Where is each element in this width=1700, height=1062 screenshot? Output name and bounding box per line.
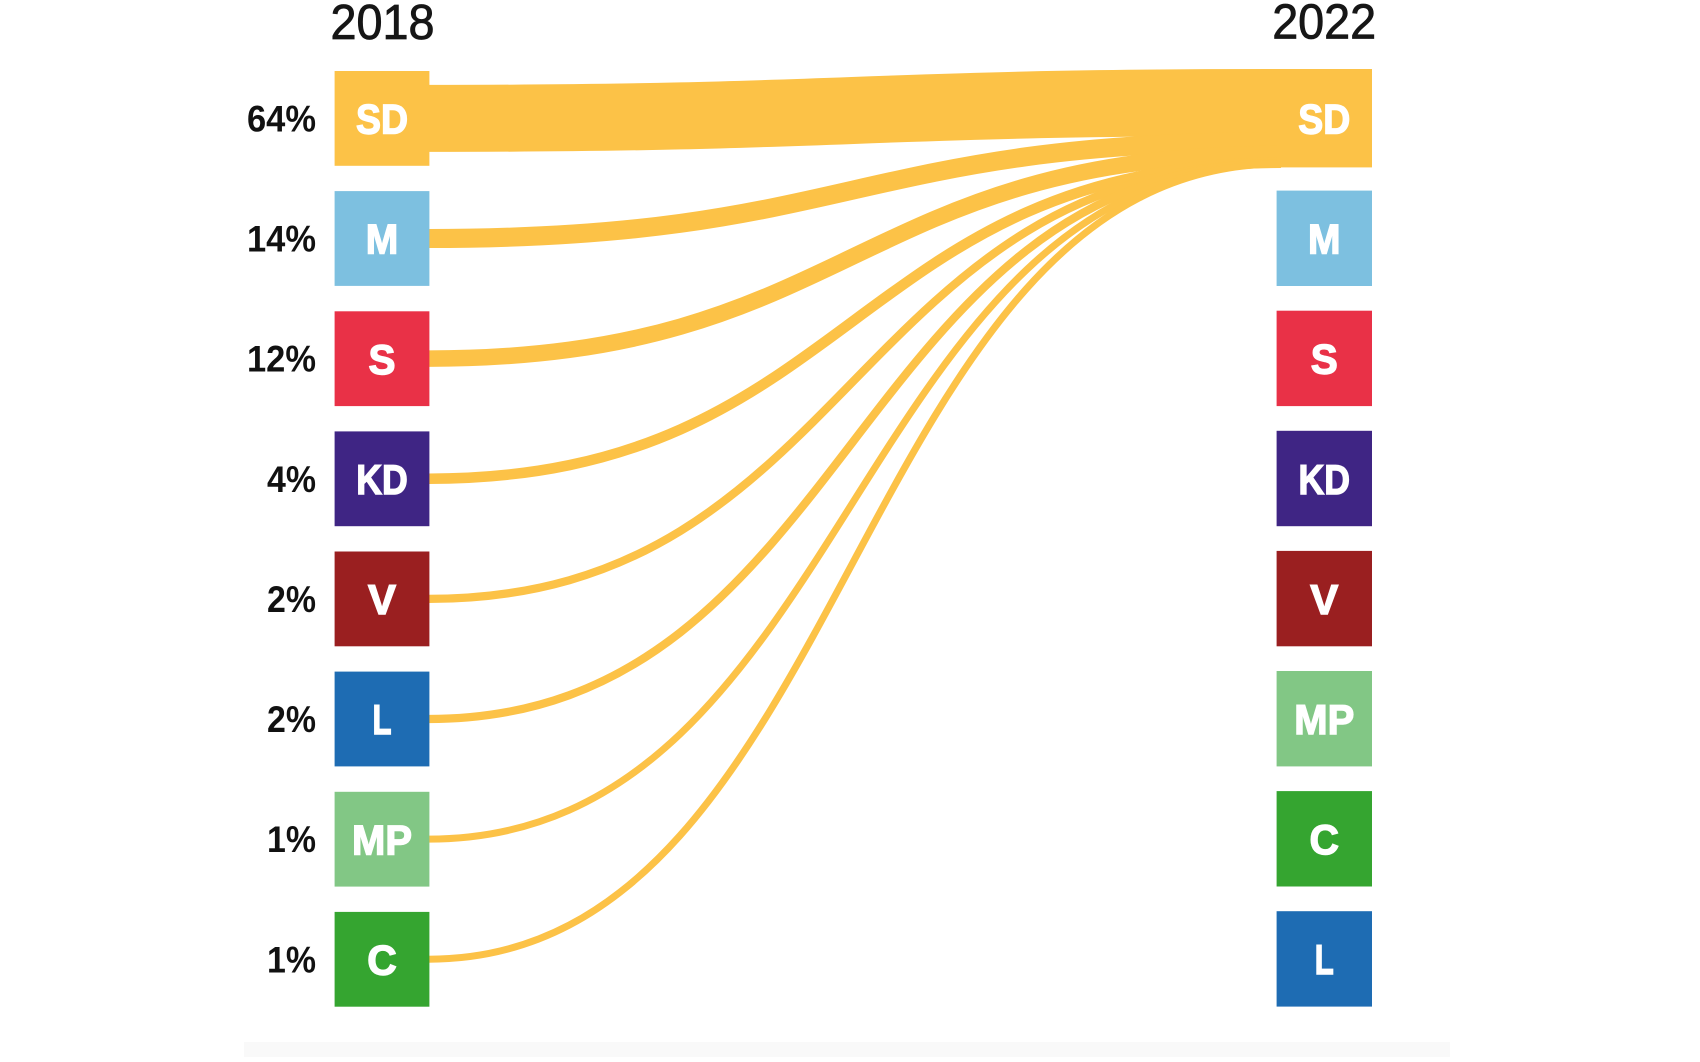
svg-text:4%: 4%: [267, 459, 316, 500]
svg-text:L: L: [1315, 936, 1334, 983]
svg-text:C: C: [367, 937, 397, 984]
svg-text:S: S: [369, 336, 396, 383]
svg-text:KD: KD: [356, 456, 408, 503]
svg-text:12%: 12%: [247, 339, 316, 380]
svg-text:1%: 1%: [267, 819, 316, 860]
svg-text:2018: 2018: [331, 0, 435, 50]
svg-text:C: C: [1310, 816, 1340, 863]
svg-text:MP: MP: [352, 816, 412, 863]
svg-text:SD: SD: [356, 96, 408, 143]
svg-text:L: L: [373, 696, 392, 743]
svg-text:SD: SD: [1298, 96, 1350, 143]
svg-text:V: V: [368, 576, 396, 623]
svg-text:S: S: [1311, 336, 1338, 383]
svg-text:KD: KD: [1299, 456, 1351, 503]
svg-text:M: M: [1308, 216, 1341, 263]
svg-text:M: M: [366, 216, 399, 263]
svg-text:1%: 1%: [267, 939, 316, 980]
svg-text:14%: 14%: [247, 219, 316, 260]
svg-text:2%: 2%: [267, 699, 316, 740]
svg-text:V: V: [1310, 576, 1338, 623]
svg-text:64%: 64%: [247, 98, 316, 139]
svg-text:2022: 2022: [1272, 0, 1376, 49]
svg-text:MP: MP: [1294, 696, 1354, 743]
svg-text:2%: 2%: [267, 579, 316, 620]
